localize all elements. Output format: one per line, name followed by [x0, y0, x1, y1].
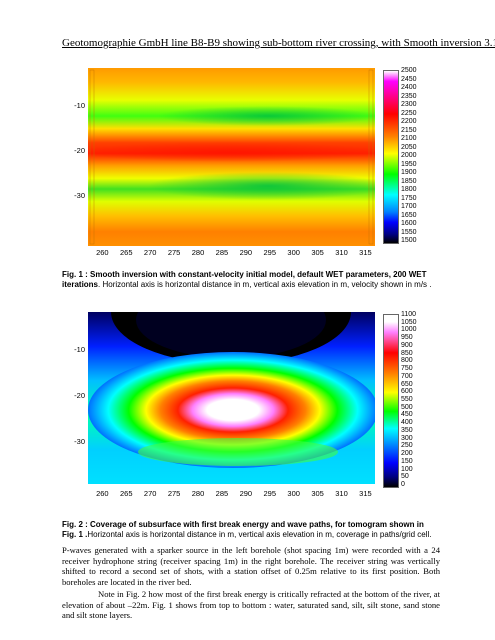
colorbar-tick-label: 1500	[401, 237, 417, 244]
fig2-caption: Fig. 2 : Coverage of subsurface with fir…	[62, 520, 440, 540]
colorbar-tick-label: 900	[401, 341, 413, 349]
colorbar-tick-label: 1800	[401, 186, 417, 193]
colorbar-tick-label: 300	[401, 434, 413, 442]
x-tick-label: 300	[287, 248, 300, 257]
colorbar-tick-label: 2350	[401, 92, 417, 100]
colorbar-tick-label: 450	[401, 411, 413, 419]
x-tick-label: 275	[167, 248, 181, 257]
colorbar-tick-label: 2200	[401, 118, 417, 125]
colorbar-tick-label: 2500	[401, 67, 417, 74]
colorbar-tick-label: 600	[401, 388, 413, 396]
colorbar-tick-label: 250	[401, 442, 413, 450]
colorbar-tick-label: 1900	[401, 169, 417, 176]
x-tick-label: 275	[167, 489, 181, 498]
colorbar-tick-label: 950	[401, 334, 413, 342]
colorbar-tick-label: 650	[401, 380, 413, 388]
fig1-heatmap	[88, 68, 375, 246]
colorbar-tick-label: 1050	[401, 318, 417, 326]
fig1-y-tick: -10	[74, 101, 85, 110]
colorbar-tick-label: 0	[401, 481, 405, 488]
colorbar-tick-label: 1750	[401, 194, 417, 202]
colorbar-tick-label: 50	[401, 473, 409, 481]
x-tick-label: 270	[143, 248, 157, 257]
x-tick-label: 290	[239, 248, 253, 257]
fig2-y-tick: -20	[74, 391, 85, 400]
body-paragraph-2: Note in Fig. 2 how most of the first bre…	[62, 589, 440, 621]
colorbar-tick-label: 2250	[401, 109, 417, 117]
x-tick-label: 285	[215, 248, 229, 257]
colorbar-tick-label: 2300	[401, 101, 417, 108]
x-tick-label: 285	[215, 489, 229, 498]
colorbar-tick-label: 1950	[401, 160, 417, 168]
x-tick-label: 260	[96, 489, 109, 498]
colorbar-tick-label: 800	[401, 357, 413, 365]
fig2-y-tick: -30	[74, 437, 85, 446]
fig1-colorbar	[383, 70, 399, 244]
colorbar-tick-label: 100	[401, 465, 413, 473]
fig1-caption-rest: . Horizontal axis is horizontal distance…	[98, 280, 432, 289]
page-title: Geotomographie GmbH line B8-B9 showing s…	[62, 37, 495, 49]
fig1-y-tick: -30	[74, 191, 85, 200]
x-tick-label: 280	[191, 248, 205, 257]
colorbar-tick-label: 2000	[401, 152, 417, 159]
x-tick-label: 315	[359, 489, 372, 498]
x-tick-label: 260	[96, 248, 109, 257]
fig1-y-tick: -20	[74, 146, 85, 155]
x-tick-label: 265	[120, 248, 133, 257]
x-tick-label: 300	[287, 489, 300, 498]
colorbar-tick-label: 700	[401, 372, 413, 380]
x-tick-label: 295	[263, 248, 277, 257]
x-tick-label: 280	[191, 489, 205, 498]
colorbar-tick-label: 2100	[401, 135, 417, 142]
x-tick-label: 310	[335, 489, 348, 498]
colorbar-tick-label: 350	[401, 426, 413, 434]
colorbar-tick-label: 500	[401, 403, 413, 411]
fig1-caption-bold: Fig. 1 : Smooth inversion with constant-…	[62, 270, 427, 289]
colorbar-tick-label: 750	[401, 365, 413, 373]
colorbar-tick-label: 200	[401, 450, 413, 458]
fig2-caption-bold: Fig. 2 : Coverage of subsurface with fir…	[62, 520, 424, 539]
colorbar-tick-label: 2400	[401, 84, 417, 91]
fig2-colorbar	[383, 314, 399, 488]
x-tick-label: 305	[311, 489, 324, 498]
colorbar-tick-label: 1100	[401, 311, 417, 318]
colorbar-tick-label: 150	[401, 457, 413, 465]
colorbar-tick-label: 1600	[401, 220, 417, 227]
x-tick-label: 295	[263, 489, 277, 498]
x-tick-label: 315	[359, 248, 372, 257]
fig1-caption: Fig. 1 : Smooth inversion with constant-…	[62, 270, 440, 290]
colorbar-tick-label: 1000	[401, 326, 417, 334]
fig2-y-tick: -10	[74, 345, 85, 354]
fig2-heatmap	[88, 312, 375, 484]
x-tick-label: 310	[335, 248, 348, 257]
body-paragraph-1: P-waves generated with a sparker source …	[62, 545, 440, 587]
colorbar-tick-label: 1700	[401, 203, 417, 210]
colorbar-tick-label: 2150	[401, 126, 417, 134]
colorbar-tick-label: 1850	[401, 177, 417, 185]
colorbar-tick-label: 550	[401, 396, 413, 403]
colorbar-tick-label: 850	[401, 349, 413, 357]
colorbar-tick-label: 2450	[401, 75, 417, 83]
x-tick-label: 270	[143, 489, 157, 498]
x-tick-label: 305	[311, 248, 324, 257]
colorbar-tick-label: 400	[401, 419, 413, 427]
colorbar-tick-label: 1550	[401, 228, 417, 236]
colorbar-tick-label: 1650	[401, 211, 417, 219]
x-tick-label: 265	[120, 489, 133, 498]
x-tick-label: 290	[239, 489, 253, 498]
fig2-caption-rest: Horizontal axis is horizontal distance i…	[87, 530, 432, 539]
colorbar-tick-label: 2050	[401, 143, 417, 151]
